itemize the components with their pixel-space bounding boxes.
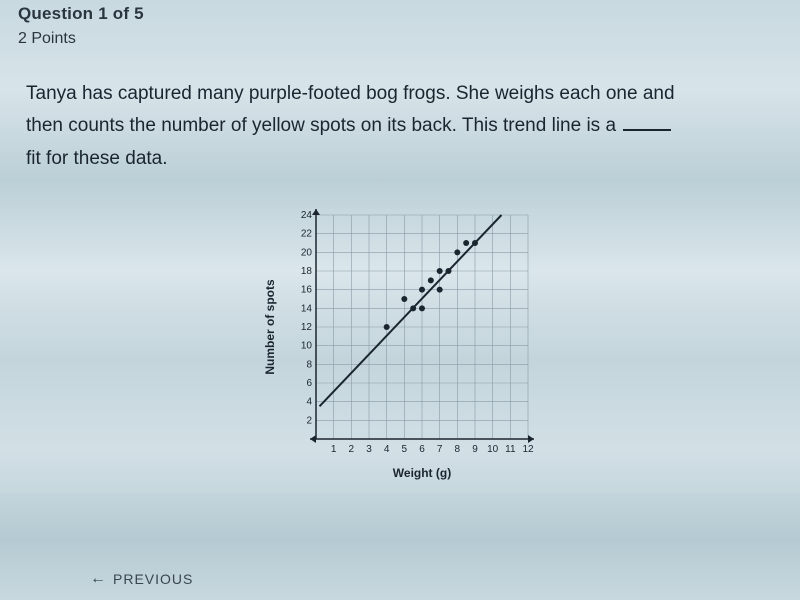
svg-text:4: 4 bbox=[306, 397, 312, 408]
svg-text:1: 1 bbox=[331, 444, 337, 455]
svg-text:18: 18 bbox=[301, 266, 313, 277]
svg-text:2: 2 bbox=[306, 415, 312, 426]
svg-text:3: 3 bbox=[366, 444, 372, 455]
svg-text:4: 4 bbox=[384, 444, 390, 455]
svg-text:6: 6 bbox=[306, 378, 312, 389]
fill-blank[interactable] bbox=[623, 110, 671, 131]
svg-text:16: 16 bbox=[301, 285, 313, 296]
chart-container: 12345678910111224681012141618202224Weigh… bbox=[26, 203, 774, 483]
svg-text:11: 11 bbox=[505, 444, 516, 455]
svg-text:5: 5 bbox=[402, 444, 408, 455]
question-line2a: then counts the number of yellow spots o… bbox=[26, 115, 621, 136]
question-body: Tanya has captured many purple-footed bo… bbox=[0, 56, 800, 493]
previous-button[interactable]: ← PREVIOUS bbox=[90, 570, 193, 588]
svg-text:8: 8 bbox=[306, 359, 312, 370]
svg-text:Number of spots: Number of spots bbox=[263, 279, 277, 375]
svg-text:12: 12 bbox=[301, 322, 313, 333]
chart-svg: 12345678910111224681012141618202224Weigh… bbox=[260, 203, 540, 483]
svg-text:14: 14 bbox=[301, 303, 313, 314]
svg-text:10: 10 bbox=[301, 341, 313, 352]
scatter-chart: 12345678910111224681012141618202224Weigh… bbox=[260, 203, 540, 483]
svg-text:2: 2 bbox=[349, 444, 355, 455]
svg-text:9: 9 bbox=[472, 444, 478, 455]
arrow-left-icon: ← bbox=[90, 570, 107, 588]
question-line1: Tanya has captured many purple-footed bo… bbox=[26, 83, 675, 104]
question-number: Question 1 of 5 bbox=[18, 4, 782, 24]
svg-text:8: 8 bbox=[455, 444, 461, 455]
previous-label: PREVIOUS bbox=[113, 571, 193, 587]
question-text: Tanya has captured many purple-footed bo… bbox=[26, 78, 774, 175]
svg-text:12: 12 bbox=[522, 444, 534, 455]
svg-text:6: 6 bbox=[419, 444, 425, 455]
points-label: 2 Points bbox=[18, 30, 782, 48]
svg-text:20: 20 bbox=[301, 247, 313, 258]
question-header: Question 1 of 5 2 Points bbox=[0, 0, 800, 56]
svg-text:22: 22 bbox=[301, 229, 313, 240]
svg-text:Weight (g): Weight (g) bbox=[393, 466, 451, 480]
svg-text:7: 7 bbox=[437, 444, 443, 455]
question-line3: fit for these data. bbox=[26, 148, 168, 169]
svg-text:10: 10 bbox=[487, 444, 499, 455]
svg-text:24: 24 bbox=[301, 210, 313, 221]
